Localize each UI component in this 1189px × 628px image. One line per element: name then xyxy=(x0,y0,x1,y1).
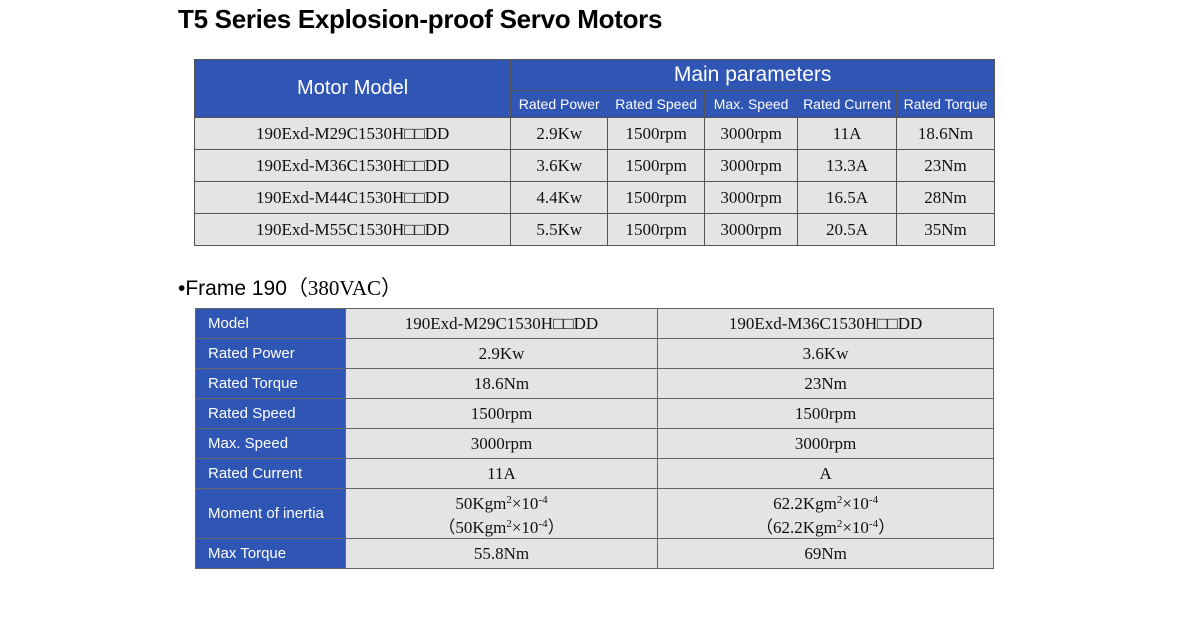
summary-table: Motor Model Main parameters Rated Power … xyxy=(193,59,995,246)
value-cell: 11A xyxy=(797,117,898,150)
page-title: T5 Series Explosion-proof Servo Motors xyxy=(178,4,663,34)
row-label: Moment of inertia xyxy=(195,488,346,539)
value-cell: 3.6Kw xyxy=(510,149,609,182)
inertia-line: 50Kgm2×10-4 xyxy=(455,493,548,513)
value-cell: 28Nm xyxy=(896,181,995,214)
value-cell: 35Nm xyxy=(896,213,995,246)
model-cell: 190Exd-M36C1530H□□DD xyxy=(193,149,512,182)
value-cell: 23Nm xyxy=(657,368,994,399)
inertia-cell: 62.2Kgm2×10-4 （62.2Kgm2×10-4） xyxy=(657,488,994,539)
value-cell: 4.4Kw xyxy=(510,181,609,214)
value-cell: 3000rpm xyxy=(657,428,994,459)
value-cell: 190Exd-M36C1530H□□DD xyxy=(657,308,994,339)
model-cell: 190Exd-M55C1530H□□DD xyxy=(193,213,512,246)
value-cell: 2.9Kw xyxy=(510,117,609,150)
model-cell: 190Exd-M44C1530H□□DD xyxy=(193,181,512,214)
row-label: Rated Power xyxy=(195,338,346,369)
table-row: Rated Power 2.9Kw 3.6Kw xyxy=(195,338,994,369)
inertia-cell: 50Kgm2×10-4 （50Kgm2×10-4） xyxy=(344,488,659,539)
value-cell: 13.3A xyxy=(797,149,898,182)
frame-heading: •Frame 190（380VAC） xyxy=(178,272,402,302)
main-parameters-header: Main parameters xyxy=(510,59,995,91)
row-label: Max Torque xyxy=(195,538,346,569)
value-cell: A xyxy=(657,458,994,489)
row-label: Rated Torque xyxy=(195,368,346,399)
value-cell: 3000rpm xyxy=(704,181,799,214)
value-cell: 18.6Nm xyxy=(896,117,995,150)
value-cell: 5.5Kw xyxy=(510,213,609,246)
column-header: Rated Torque xyxy=(896,90,995,118)
spec-table: Model 190Exd-M29C1530H□□DD 190Exd-M36C15… xyxy=(195,308,994,569)
column-header: Rated Current xyxy=(797,90,898,118)
motor-model-header: Motor Model xyxy=(193,59,512,118)
value-cell: 16.5A xyxy=(797,181,898,214)
value-cell: 1500rpm xyxy=(607,117,706,150)
table-row: Max Torque 55.8Nm 69Nm xyxy=(195,538,994,569)
value-cell: 11A xyxy=(344,458,659,489)
column-header: Rated Power xyxy=(510,90,609,118)
frame-voltage: （380VAC） xyxy=(286,276,403,300)
model-cell: 190Exd-M29C1530H□□DD xyxy=(193,117,512,150)
inertia-line: （62.2Kgm2×10-4） xyxy=(756,517,896,537)
table-row: 190Exd-M36C1530H□□DD 3.6Kw 1500rpm 3000r… xyxy=(193,149,995,182)
table-row: Rated Torque 18.6Nm 23Nm xyxy=(195,368,994,399)
table-row: 190Exd-M55C1530H□□DD 5.5Kw 1500rpm 3000r… xyxy=(193,213,995,246)
frame-label: Frame 190 xyxy=(185,277,287,300)
value-cell: 190Exd-M29C1530H□□DD xyxy=(344,308,659,339)
inertia-line: 62.2Kgm2×10-4 xyxy=(773,493,879,513)
value-cell: 20.5A xyxy=(797,213,898,246)
row-label: Rated Current xyxy=(195,458,346,489)
row-label: Rated Speed xyxy=(195,398,346,429)
column-header: Max. Speed xyxy=(704,90,799,118)
row-label: Max. Speed xyxy=(195,428,346,459)
row-label: Model xyxy=(195,308,346,339)
value-cell: 3000rpm xyxy=(704,149,799,182)
table-row: 190Exd-M29C1530H□□DD 2.9Kw 1500rpm 3000r… xyxy=(193,117,995,150)
value-cell: 69Nm xyxy=(657,538,994,569)
value-cell: 1500rpm xyxy=(607,181,706,214)
value-cell: 3000rpm xyxy=(704,117,799,150)
value-cell: 1500rpm xyxy=(344,398,659,429)
value-cell: 55.8Nm xyxy=(344,538,659,569)
table-row: Rated Current 11A A xyxy=(195,458,994,489)
table-row: Model 190Exd-M29C1530H□□DD 190Exd-M36C15… xyxy=(195,308,994,339)
value-cell: 1500rpm xyxy=(607,213,706,246)
table-row: Max. Speed 3000rpm 3000rpm xyxy=(195,428,994,459)
value-cell: 23Nm xyxy=(896,149,995,182)
table-row: Moment of inertia 50Kgm2×10-4 （50Kgm2×10… xyxy=(195,488,994,539)
bullet: • xyxy=(178,277,186,300)
value-cell: 1500rpm xyxy=(607,149,706,182)
value-cell: 1500rpm xyxy=(657,398,994,429)
inertia-line: （50Kgm2×10-4） xyxy=(438,517,565,537)
value-cell: 3000rpm xyxy=(704,213,799,246)
column-header: Rated Speed xyxy=(607,90,706,118)
value-cell: 2.9Kw xyxy=(344,338,659,369)
value-cell: 3.6Kw xyxy=(657,338,994,369)
table-row: Rated Speed 1500rpm 1500rpm xyxy=(195,398,994,429)
value-cell: 18.6Nm xyxy=(344,368,659,399)
table-row: 190Exd-M44C1530H□□DD 4.4Kw 1500rpm 3000r… xyxy=(193,181,995,214)
value-cell: 3000rpm xyxy=(344,428,659,459)
